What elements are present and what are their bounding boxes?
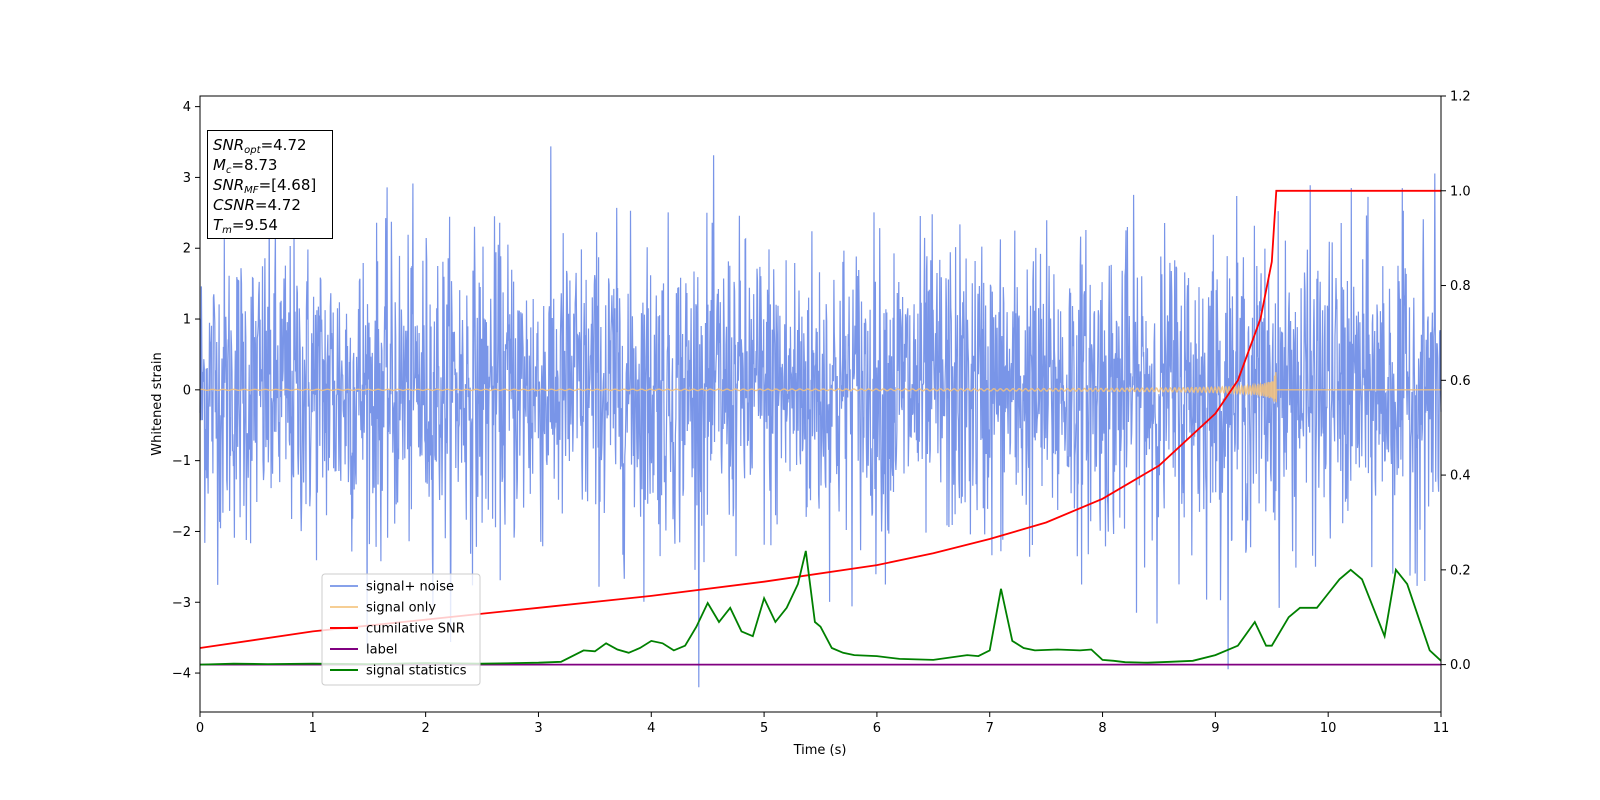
csnr-line: CSNR=4.72 xyxy=(213,196,301,214)
x-tick-label: 11 xyxy=(1433,721,1450,736)
legend-entry: cumilative SNR xyxy=(366,622,465,637)
snr-opt-line: SNRopt=4.72 xyxy=(213,136,307,156)
x-tick-label: 3 xyxy=(534,721,542,736)
x-tick-label: 8 xyxy=(1098,721,1106,736)
info-box: SNRopt=4.72 Mc=8.73 SNRMF=[4.68] CSNR=4.… xyxy=(207,130,333,239)
x-tick-label: 5 xyxy=(760,721,768,736)
y-tick-left-label: 1 xyxy=(183,313,191,328)
y-tick-left-label: −2 xyxy=(172,525,191,540)
x-tick-label: 1 xyxy=(309,721,317,736)
y-tick-left-label: −1 xyxy=(172,454,191,469)
series-signal-noise xyxy=(199,146,1442,688)
y-tick-right-label: 1.0 xyxy=(1450,184,1471,199)
y-tick-left-label: 3 xyxy=(183,171,191,186)
snr-opt-value: =4.72 xyxy=(260,136,307,154)
y-tick-right-label: 0.4 xyxy=(1450,469,1471,484)
series-signal-only xyxy=(199,372,1441,403)
y-axis-right: 1.2 1.0 0.8 0.6 0.4 0.2 0.0 xyxy=(1441,90,1471,673)
plot-frame xyxy=(199,95,1442,713)
y-tick-left-label: 4 xyxy=(183,100,191,115)
legend-entry: signal only xyxy=(366,601,436,616)
mc-value: =8.73 xyxy=(231,156,278,174)
tm-value: =9.54 xyxy=(231,216,278,234)
snr-mf-value: =[4.68] xyxy=(258,176,317,194)
legend-entry: signal+ noise xyxy=(366,580,454,595)
x-tick-label: 2 xyxy=(421,721,429,736)
y-tick-left-label: −4 xyxy=(172,667,191,682)
x-tick-label: 9 xyxy=(1211,721,1219,736)
x-tick-label: 0 xyxy=(196,721,204,736)
x-tick-label: 6 xyxy=(873,721,881,736)
y-axis-label: Whitened strain xyxy=(150,352,165,455)
legend-entry: label xyxy=(366,643,397,658)
y-axis-left: 4 3 2 1 0 −1 −2 −3 −4 xyxy=(172,100,200,682)
snr-mf-line: SNRMF=[4.68] xyxy=(213,176,317,196)
y-tick-right-label: 1.2 xyxy=(1450,90,1471,105)
legend-box xyxy=(321,573,481,686)
x-tick-label: 4 xyxy=(647,721,655,736)
y-tick-right-label: 0.2 xyxy=(1450,563,1471,578)
legend: signal+ noise signal only cumilative SNR la… xyxy=(321,573,481,686)
x-tick-label: 10 xyxy=(1320,721,1337,736)
csnr-value: =4.72 xyxy=(254,196,301,214)
mc-line: Mc=8.73 xyxy=(213,156,278,176)
x-axis-label: Time (s) xyxy=(793,743,847,758)
series-cumulative-snr xyxy=(199,189,1441,649)
x-tick-label: 7 xyxy=(986,721,994,736)
y-tick-right-label: 0.6 xyxy=(1450,374,1471,389)
y-tick-right-label: 0.8 xyxy=(1450,279,1471,294)
tm-line: Tm=9.54 xyxy=(213,216,278,236)
x-axis: 0 1 2 3 4 5 6 7 8 9 10 11 xyxy=(196,712,1449,736)
y-tick-right-label: 0.0 xyxy=(1450,658,1471,673)
y-tick-left-label: 0 xyxy=(183,383,191,398)
legend-entry: signal statistics xyxy=(366,664,467,679)
series-signal-statistics xyxy=(199,550,1442,666)
y-tick-left-label: −3 xyxy=(172,596,191,611)
y-tick-left-label: 2 xyxy=(183,242,191,257)
